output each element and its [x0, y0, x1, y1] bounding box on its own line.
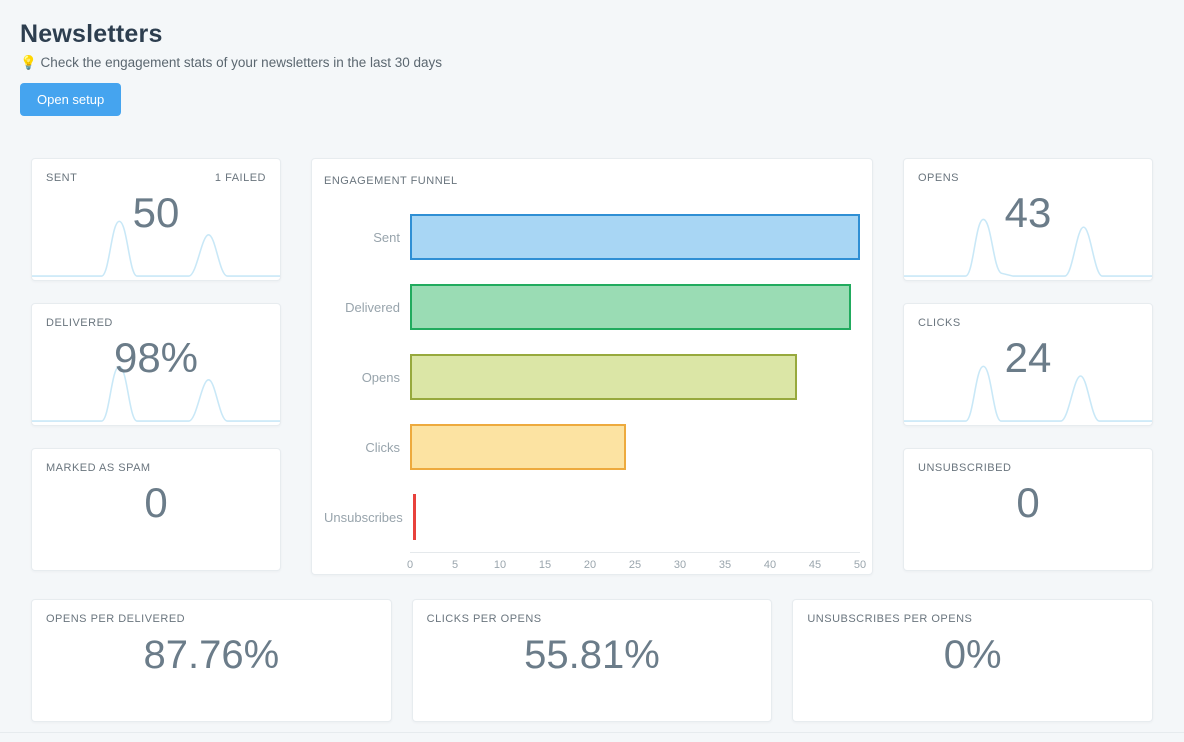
unsubscribes-per-opens-card: UNSUBSCRIBES PER OPENS 0% [792, 599, 1154, 722]
funnel-x-tick-label: 15 [538, 559, 552, 571]
opens-per-delivered-value: 87.76% [143, 633, 280, 677]
right-stats-column: OPENS 43 CLICKS 24 UNSUBSCRIBED 0 [903, 158, 1153, 575]
funnel-category-label: Sent [373, 229, 400, 245]
opens-per-delivered-card: OPENS PER DELIVERED 87.76% [31, 599, 392, 722]
funnel-track [410, 214, 860, 260]
funnel-x-tick-label: 40 [763, 559, 777, 571]
funnel-track [412, 494, 860, 540]
engagement-funnel-title: ENGAGEMENT FUNNEL [324, 175, 458, 187]
clicks-value: 24 [1004, 334, 1052, 381]
unsubscribed-label: UNSUBSCRIBED [918, 462, 1012, 474]
funnel-x-tick-label: 25 [628, 559, 642, 571]
funnel-track [410, 424, 860, 470]
unsubscribed-value: 0 [1016, 479, 1040, 526]
opens-card: OPENS 43 [903, 158, 1153, 281]
opens-sparkline-chart [904, 218, 1152, 277]
clicks-sparkline-chart [904, 365, 1152, 422]
funnel-row: Delivered [324, 272, 860, 342]
sent-value: 50 [132, 189, 180, 236]
funnel-row: Unsubscribes [324, 482, 860, 552]
delivered-value: 98% [113, 334, 199, 381]
footer-divider [0, 732, 1184, 733]
funnel-x-tick-label: 35 [718, 559, 732, 571]
funnel-x-tick-label: 50 [853, 559, 867, 571]
funnel-x-tick-label: 0 [406, 559, 414, 571]
sent-label: SENT [46, 172, 78, 184]
clicks-label: CLICKS [918, 317, 961, 329]
funnel-bar [412, 494, 416, 540]
unsubscribed-card: UNSUBSCRIBED 0 [903, 448, 1153, 571]
engagement-funnel-chart: Sent Delivered Opens Clicks Unsubscribes [324, 202, 860, 552]
marked-as-spam-label: MARKED AS SPAM [46, 462, 151, 474]
funnel-bar [410, 354, 797, 400]
funnel-track [410, 284, 860, 330]
funnel-category-label: Clicks [365, 439, 400, 455]
opens-label: OPENS [918, 172, 960, 184]
left-stats-column: SENT 1 FAILED 50 DELIVERED 98% MARKED AS… [31, 158, 281, 575]
marked-as-spam-value: 0 [144, 479, 168, 526]
funnel-row: Opens [324, 342, 860, 412]
sent-sparkline-chart [32, 220, 280, 277]
funnel-x-tick-label: 20 [583, 559, 597, 571]
sent-failed-badge: 1 FAILED [214, 172, 266, 184]
funnel-x-tick-label: 5 [451, 559, 459, 571]
funnel-axis-spacer [324, 552, 410, 577]
clicks-per-opens-label: CLICKS PER OPENS [426, 613, 542, 625]
opens-per-delivered-label: OPENS PER DELIVERED [46, 613, 186, 625]
funnel-bar [410, 214, 860, 260]
funnel-x-axis: 0 5 10 15 20 25 30 35 40 45 50 [406, 552, 866, 577]
funnel-bar [410, 424, 626, 470]
opens-value: 43 [1004, 189, 1052, 236]
delivered-card: DELIVERED 98% [31, 303, 281, 426]
funnel-category-label: Opens [361, 369, 400, 385]
sent-card: SENT 1 FAILED 50 [31, 158, 281, 281]
marked-as-spam-card: MARKED AS SPAM 0 [31, 448, 281, 571]
funnel-category-label: Unsubscribes [324, 509, 403, 525]
page-subtitle: 💡 Check the engagement stats of your new… [20, 55, 443, 70]
clicks-card: CLICKS 24 [903, 303, 1153, 426]
stats-grid: SENT 1 FAILED 50 DELIVERED 98% MARKED AS… [0, 158, 1184, 575]
funnel-x-tick-label: 30 [673, 559, 687, 571]
funnel-bar [410, 284, 851, 330]
funnel-x-tick-label: 10 [493, 559, 507, 571]
funnel-row: Sent [324, 202, 860, 272]
clicks-per-opens-card: CLICKS PER OPENS 55.81% [411, 599, 773, 722]
funnel-track [410, 354, 860, 400]
unsubscribes-per-opens-label: UNSUBSCRIBES PER OPENS [807, 613, 973, 625]
unsubscribes-per-opens-value: 0% [943, 633, 1002, 677]
funnel-x-axis-row: 0 5 10 15 20 25 30 35 40 45 50 [324, 552, 866, 577]
clicks-per-opens-value: 55.81% [524, 633, 660, 677]
delivered-label: DELIVERED [46, 317, 113, 329]
funnel-x-tick-label: 45 [808, 559, 822, 571]
engagement-funnel-card: ENGAGEMENT FUNNEL Sent Delivered Opens Clic… [311, 158, 873, 575]
funnel-row: Clicks [324, 412, 860, 482]
funnel-category-label: Delivered [345, 299, 400, 315]
ratio-stats-row: OPENS PER DELIVERED 87.76% CLICKS PER OP… [0, 599, 1184, 722]
delivered-sparkline-chart [32, 365, 280, 422]
open-setup-button[interactable]: Open setup [20, 83, 122, 116]
page-title: Newsletters [20, 20, 163, 48]
page-header: Newsletters 💡 Check the engagement stats… [0, 0, 1184, 116]
